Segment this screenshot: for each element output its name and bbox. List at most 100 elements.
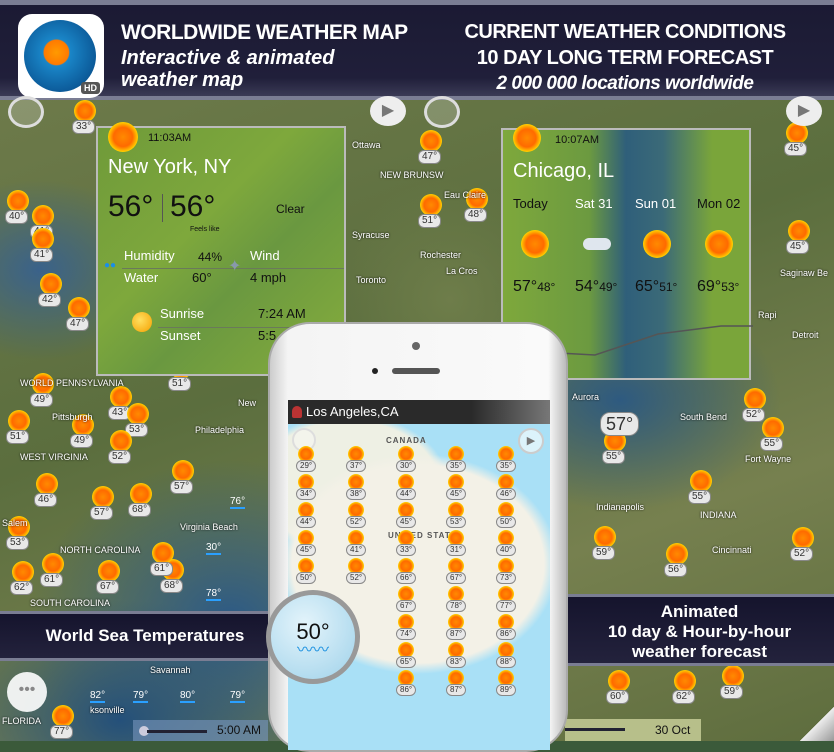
temp-badge[interactable]: 51° <box>168 377 192 391</box>
temp-badge[interactable]: 60° <box>606 690 630 704</box>
play-button[interactable]: ▶ <box>370 96 406 126</box>
temp-badge[interactable]: 73° <box>496 572 517 584</box>
temp-badge[interactable]: 50° <box>296 572 317 584</box>
temp-badge[interactable]: 62° <box>672 690 696 704</box>
temp-badge[interactable]: 86° <box>496 628 517 640</box>
temp-badge[interactable]: 68° <box>160 579 184 593</box>
card-time: 10:07AM <box>555 134 600 146</box>
temp-badge[interactable]: 45° <box>786 240 810 254</box>
play-button[interactable]: ▶ <box>518 428 544 454</box>
temp-badge[interactable]: 86° <box>396 684 417 696</box>
temp-badge[interactable]: 47° <box>418 150 442 164</box>
sun-rise-set-icon <box>132 312 152 332</box>
temp-badge[interactable]: 57° <box>90 506 114 520</box>
temp-badge[interactable]: 55° <box>602 450 626 464</box>
clock-icon[interactable] <box>8 96 44 128</box>
sun-icon <box>744 388 766 410</box>
temp-badge[interactable]: 40° <box>496 544 517 556</box>
temp-badge[interactable]: 65° <box>396 656 417 668</box>
temp-badge[interactable]: 59° <box>720 685 744 699</box>
temp-badge[interactable]: 67° <box>446 572 467 584</box>
temp-badge[interactable]: 88° <box>496 656 517 668</box>
play-button[interactable]: ▶ <box>786 96 822 126</box>
time-slider[interactable]: 5:00 AM <box>133 720 268 741</box>
temp-badge[interactable]: 51° <box>6 430 30 444</box>
temp-badge[interactable]: 62° <box>10 581 34 595</box>
temp-badge[interactable]: 34° <box>296 488 317 500</box>
place-label: Savannah <box>150 665 191 675</box>
temp-badge[interactable]: 44° <box>296 516 317 528</box>
temp-badge[interactable]: 52° <box>346 572 367 584</box>
temp-badge[interactable]: 45° <box>396 516 417 528</box>
page-curl-icon[interactable] <box>800 706 834 741</box>
forecast-day-label: Today <box>513 196 548 211</box>
temp-badge[interactable]: 49° <box>30 393 54 407</box>
temp-badge[interactable]: 74° <box>396 628 417 640</box>
temp-badge[interactable]: 68° <box>128 503 152 517</box>
temp-badge[interactable]: 44° <box>396 488 417 500</box>
temp-badge[interactable]: 66° <box>396 572 417 584</box>
temp-badge[interactable]: 56° <box>664 563 688 577</box>
temp-badge[interactable]: 78° <box>446 600 467 612</box>
temp-badge[interactable]: 41° <box>346 544 367 556</box>
phone-map[interactable]: CANADA UNITED STATES ▶ 29° 37° 30° 35° 35° 34… <box>288 424 550 750</box>
clock-icon[interactable] <box>424 96 460 128</box>
temp-badge[interactable]: 33° <box>72 120 96 134</box>
temp-badge[interactable]: 42° <box>38 293 62 307</box>
temp-badge[interactable]: 87° <box>446 684 467 696</box>
temp-badge[interactable]: 37° <box>346 460 367 472</box>
sun-icon <box>298 474 314 490</box>
temp-badge[interactable]: 61° <box>150 562 174 576</box>
banner-text: World Sea Temperatures <box>45 626 245 645</box>
temp-badge[interactable]: 45° <box>784 142 808 156</box>
temp-badge[interactable]: 50° <box>496 516 517 528</box>
temp-badge[interactable]: 40° <box>5 210 29 224</box>
more-button[interactable]: ••• <box>7 672 47 712</box>
temp-badge[interactable]: 46° <box>34 493 58 507</box>
location-bar[interactable]: Los Angeles,CA <box>288 400 550 424</box>
selected-temp-badge[interactable]: 57° <box>600 412 640 436</box>
temp-badge[interactable]: 61° <box>40 573 64 587</box>
temp-badge[interactable]: 30° <box>396 460 417 472</box>
temp-badge[interactable]: 49° <box>70 434 94 448</box>
temp-badge[interactable]: 31° <box>446 544 467 556</box>
temp-badge[interactable]: 87° <box>446 628 467 640</box>
temp-badge[interactable]: 67° <box>396 600 417 612</box>
temp-badge[interactable]: 57° <box>170 480 194 494</box>
temp-badge[interactable]: 45° <box>296 544 317 556</box>
temp-badge[interactable]: 52° <box>108 450 132 464</box>
date-slider[interactable]: 30 Oct <box>565 719 701 741</box>
temp-badge[interactable]: 52° <box>742 408 766 422</box>
temp-badge[interactable]: 47° <box>66 317 90 331</box>
temp-badge[interactable]: 52° <box>790 547 814 561</box>
temp-badge[interactable]: 77° <box>496 600 517 612</box>
temp-badge[interactable]: 83° <box>446 656 467 668</box>
sun-icon <box>643 230 671 258</box>
temp-badge[interactable]: 35° <box>496 460 517 472</box>
temp-badge[interactable]: 52° <box>346 516 367 528</box>
temp-badge[interactable]: 89° <box>496 684 517 696</box>
temp-badge[interactable]: 55° <box>760 437 784 451</box>
temp-badge[interactable]: 53° <box>446 516 467 528</box>
temp-badge[interactable]: 55° <box>688 490 712 504</box>
temp-badge[interactable]: 29° <box>296 460 317 472</box>
wind-label: Wind <box>250 248 280 263</box>
temp-badge[interactable]: 51° <box>418 214 442 228</box>
slider-handle[interactable] <box>139 726 149 736</box>
temp-badge[interactable]: 33° <box>396 544 417 556</box>
temp-badge[interactable]: 53° <box>6 536 30 550</box>
sun-icon <box>420 194 442 216</box>
temp-badge[interactable]: 48° <box>464 208 488 222</box>
place-label: Saginaw Be <box>780 268 829 278</box>
temp-badge[interactable]: 46° <box>496 488 517 500</box>
sun-icon <box>690 470 712 492</box>
temp-badge[interactable]: 59° <box>592 546 616 560</box>
temp-badge[interactable]: 35° <box>446 460 467 472</box>
temp-badge[interactable]: 41° <box>30 248 54 262</box>
temp-badge[interactable]: 67° <box>96 580 120 594</box>
temp-badge[interactable]: 77° <box>50 725 74 739</box>
temp-badge[interactable]: 38° <box>346 488 367 500</box>
temp-badge[interactable]: 45° <box>446 488 467 500</box>
temp-badge[interactable]: 53° <box>125 423 149 437</box>
phone-screen[interactable]: Los Angeles,CA CANADA UNITED STATES ▶ 29… <box>288 400 550 750</box>
